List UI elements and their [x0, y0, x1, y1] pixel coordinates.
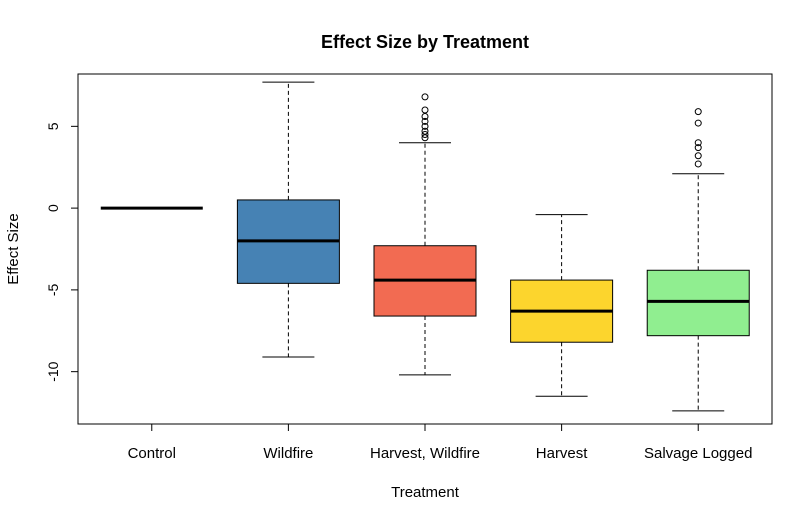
outlier-point	[421, 134, 429, 142]
x-tick-label: Control	[128, 445, 176, 462]
box	[646, 269, 750, 337]
outlier-point	[694, 144, 702, 152]
x-tick-label: Harvest, Wildfire	[370, 445, 480, 462]
outlier-point	[421, 122, 429, 130]
chart-title: Effect Size by Treatment	[321, 32, 529, 52]
outlier-point	[421, 131, 429, 139]
outlier-point	[694, 139, 702, 147]
x-axis-label: Treatment	[391, 484, 460, 501]
plot-area: -10 -5 0 5 Control Wildfire Harvest, Wildfire H…	[45, 81, 752, 462]
outlier-point	[421, 117, 429, 125]
x-tick-label: Harvest	[536, 445, 589, 462]
plot-frame	[77, 73, 773, 425]
y-tick-label: -5	[45, 283, 61, 296]
outlier-point	[694, 119, 702, 127]
outlier-point	[421, 113, 429, 121]
outlier-point	[694, 108, 702, 116]
outlier-point	[421, 93, 429, 101]
outlier-point	[421, 106, 429, 114]
x-tick-label: Wildfire	[263, 445, 313, 462]
outlier-point	[694, 152, 702, 160]
y-tick-label: 5	[45, 122, 61, 130]
y-tick-label: -10	[45, 361, 61, 381]
outlier-point	[694, 160, 702, 168]
x-tick-label: Salvage Logged	[644, 445, 752, 462]
outlier-point	[421, 127, 429, 135]
y-axis-label: Effect Size	[5, 213, 22, 284]
y-tick-label: 0	[45, 204, 61, 212]
